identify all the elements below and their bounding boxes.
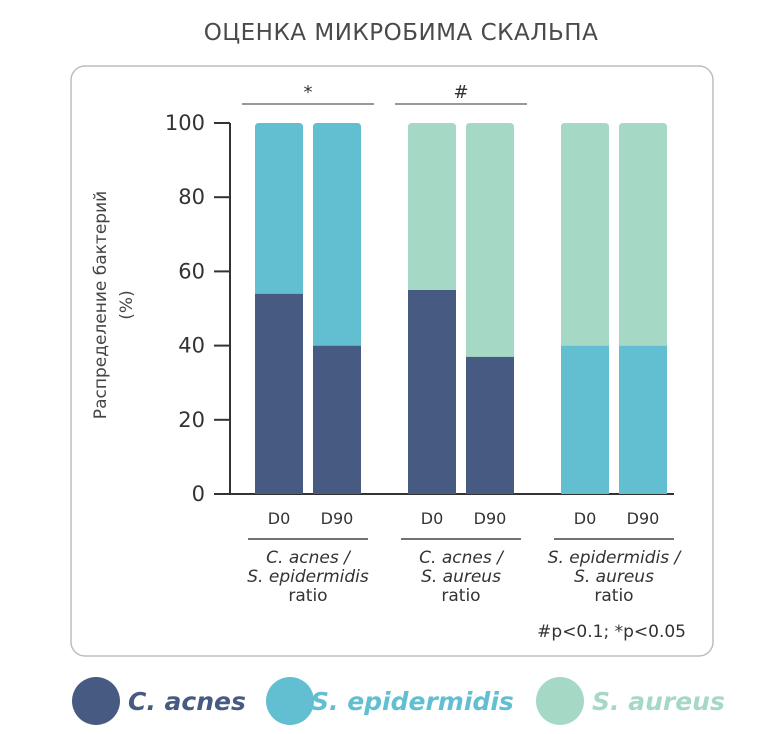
group-label: ratio (288, 586, 327, 606)
group-label: S. epidermidis (247, 567, 369, 587)
y-tick-label: 20 (178, 408, 205, 432)
x-tick-label: D90 (627, 509, 660, 528)
x-labels: D0 D90 D0 D90 D0 D90 (268, 509, 660, 528)
y-axis-unit: (%) (117, 290, 137, 319)
x-tick-label: D0 (268, 509, 291, 528)
significance-mark: # (453, 82, 468, 103)
group-label: C. acnes / (266, 548, 352, 568)
legend-swatch (536, 677, 584, 725)
group-label: S. aureus (574, 567, 654, 587)
group-label: S. aureus (421, 567, 501, 587)
bar-segment (561, 123, 609, 346)
legend: C. acnes S. epidermidis S. aureus (72, 677, 725, 725)
y-axis: 0 20 40 60 80 100 (165, 111, 674, 506)
y-tick-label: 40 (178, 334, 205, 358)
group-label: C. acnes / (419, 548, 505, 568)
group-label: ratio (441, 586, 480, 606)
bar-segment (408, 123, 456, 290)
x-tick-label: D90 (474, 509, 507, 528)
bar-segment (561, 345, 609, 494)
group-label: S. epidermidis / (548, 548, 683, 568)
bar-segment (619, 345, 667, 494)
x-tick-label: D90 (321, 509, 354, 528)
bar-segment (466, 356, 514, 494)
legend-label: S. aureus (592, 687, 725, 716)
bar-segment (313, 123, 361, 346)
y-tick-label: 100 (165, 111, 205, 135)
bar-segment (255, 293, 303, 494)
y-axis-title: Распределение бактерий (91, 191, 111, 419)
bars (255, 123, 667, 494)
significance-mark: * (304, 82, 313, 103)
p-value-note: #p<0.1; *p<0.05 (537, 622, 686, 642)
chart-title: ОЦЕНКА МИКРОБИМА СКАЛЬПА (204, 20, 599, 46)
bar-segment (619, 123, 667, 346)
y-tick-label: 80 (178, 185, 205, 209)
bar-segment (255, 123, 303, 294)
y-tick-label: 0 (192, 482, 205, 506)
legend-label: C. acnes (128, 687, 246, 716)
y-tick-label: 60 (178, 259, 205, 283)
significance-markers: * # (242, 82, 527, 105)
group-label: ratio (594, 586, 633, 606)
y-axis-label: Распределение бактерий (%) (91, 191, 137, 419)
bar-segment (313, 345, 361, 494)
chart-frame (70, 65, 714, 657)
legend-swatch (72, 677, 120, 725)
x-tick-label: D0 (421, 509, 444, 528)
legend-swatch (266, 677, 314, 725)
legend-label: S. epidermidis (311, 687, 514, 716)
x-tick-label: D0 (574, 509, 597, 528)
bar-segment (466, 123, 514, 357)
bar-segment (408, 289, 456, 494)
